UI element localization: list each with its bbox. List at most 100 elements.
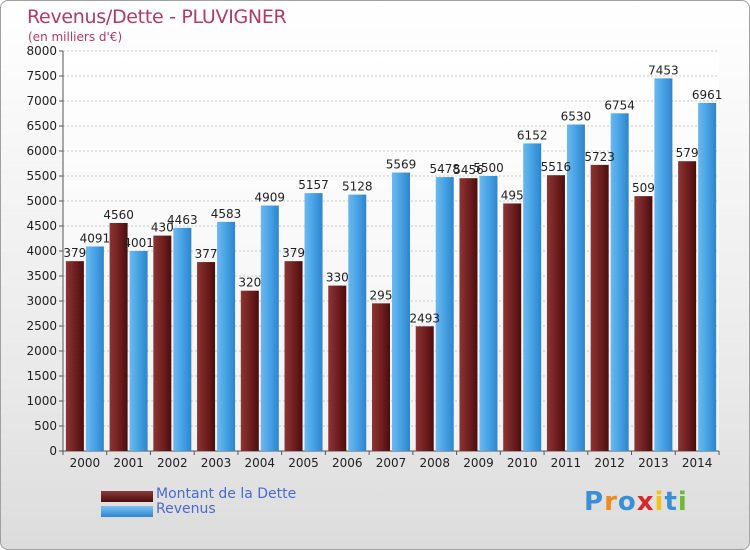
bar-debt: [678, 161, 697, 451]
data-label-revenue: 5128: [342, 180, 373, 194]
bar-revenue: [129, 250, 148, 451]
bar-debt: [284, 261, 303, 451]
y-tick-label: 0: [49, 444, 57, 458]
x-tick-label: 2013: [638, 456, 669, 470]
y-tick-label: 6000: [26, 144, 57, 158]
x-tick-label: 2012: [594, 456, 625, 470]
logo-letter: i: [677, 487, 688, 517]
bar-revenue: [566, 124, 585, 451]
bar-revenue: [610, 113, 629, 452]
y-tick-label: 4500: [26, 219, 57, 233]
chart-subtitle: (en milliers d'€): [28, 30, 123, 44]
bar-revenue: [304, 193, 323, 451]
x-tick-label: 2010: [507, 456, 538, 470]
chart-title: Revenus/Dette - PLUVIGNER: [27, 6, 287, 28]
data-label-revenue: 5500: [473, 161, 504, 175]
data-label-revenue: 4091: [80, 231, 111, 245]
x-tick-label: 2001: [113, 456, 144, 470]
data-label-debt: 377: [195, 247, 218, 261]
bar-debt: [197, 262, 216, 451]
x-tick-label: 2008: [419, 456, 450, 470]
bar-revenue: [435, 177, 454, 451]
x-tick-label: 2011: [551, 456, 582, 470]
legend-label-revenue: Revenus: [156, 501, 216, 517]
x-tick-label: 2014: [682, 456, 713, 470]
x-tick-label: 2003: [201, 456, 232, 470]
data-label-revenue: 5157: [298, 178, 329, 192]
data-label-revenue: 4463: [167, 213, 198, 227]
logo-letter: t: [664, 487, 678, 517]
x-tick-label: 2004: [245, 456, 276, 470]
data-label-debt: 320: [238, 276, 261, 290]
y-tick-label: 8000: [26, 44, 57, 58]
bar-debt: [546, 175, 565, 451]
x-tick-label: 2006: [332, 456, 363, 470]
brand-logo: Proxiti: [584, 487, 688, 517]
y-tick-label: 1500: [26, 369, 57, 383]
bar-debt: [240, 290, 259, 451]
data-label-debt: 295: [370, 288, 393, 302]
bar-revenue: [479, 176, 498, 451]
y-tick-label: 5500: [26, 169, 57, 183]
data-label-revenue: 5478: [429, 162, 460, 176]
bar-revenue: [348, 194, 367, 451]
data-label-debt: 4560: [103, 208, 134, 222]
bar-debt: [634, 196, 653, 451]
y-tick-label: 2500: [26, 319, 57, 333]
data-label-revenue: 6530: [561, 110, 592, 124]
data-label-debt: 2493: [409, 311, 440, 325]
bar-revenue: [260, 205, 279, 451]
logo-letter: P: [584, 487, 605, 517]
data-label-revenue: 4909: [255, 191, 286, 205]
logo-letter: x: [636, 487, 655, 517]
data-label-revenue: 5569: [386, 158, 417, 172]
data-label-debt: 5516: [541, 160, 572, 174]
legend-swatch-debt: [101, 491, 153, 502]
bar-revenue: [654, 78, 673, 451]
y-tick-label: 5000: [26, 194, 57, 208]
bar-revenue: [523, 143, 542, 451]
bar-revenue: [392, 172, 410, 452]
x-tick-label: 2007: [376, 456, 407, 470]
data-label-revenue: 4583: [211, 207, 242, 221]
x-tick-label: 2009: [463, 456, 494, 470]
bar-revenue: [85, 246, 104, 451]
data-label-revenue: 7453: [648, 63, 679, 77]
y-tick-label: 4000: [26, 244, 57, 258]
data-label-revenue: 4001: [123, 236, 154, 250]
bar-debt: [459, 178, 478, 451]
data-label-revenue: 6754: [604, 98, 635, 112]
data-label-debt: 379: [63, 246, 86, 260]
data-label-debt: 5723: [584, 150, 615, 164]
y-tick-label: 3500: [26, 269, 57, 283]
y-tick-label: 7500: [26, 69, 57, 83]
x-tick-label: 2002: [157, 456, 188, 470]
data-label-debt: 5456: [453, 163, 484, 177]
legend-label-debt: Montant de la Dette: [156, 486, 297, 502]
logo-letter: o: [617, 487, 637, 517]
logo-letter: r: [604, 487, 618, 517]
logo-letter: i: [654, 487, 665, 517]
data-label-debt: 379: [282, 246, 305, 260]
data-label-debt: 330: [326, 271, 349, 285]
y-tick-label: 7000: [26, 94, 57, 108]
data-label-debt: 430: [151, 221, 174, 235]
bar-debt: [109, 223, 128, 451]
bar-debt: [590, 164, 609, 451]
bar-revenue: [217, 221, 236, 451]
legend-swatch-revenue: [101, 506, 153, 517]
bar-debt: [328, 285, 347, 451]
bar-debt: [153, 235, 172, 451]
bar-debt: [372, 303, 390, 451]
data-label-revenue: 6961: [692, 88, 723, 102]
x-tick-label: 2000: [70, 456, 101, 470]
y-tick-label: 2000: [26, 344, 57, 358]
y-tick-label: 500: [34, 419, 57, 433]
y-tick-label: 6500: [26, 119, 57, 133]
bar-debt: [415, 326, 434, 451]
y-tick-label: 3000: [26, 294, 57, 308]
data-label-debt: 509: [632, 181, 655, 195]
bar-revenue: [698, 102, 717, 451]
x-tick-label: 2005: [288, 456, 319, 470]
